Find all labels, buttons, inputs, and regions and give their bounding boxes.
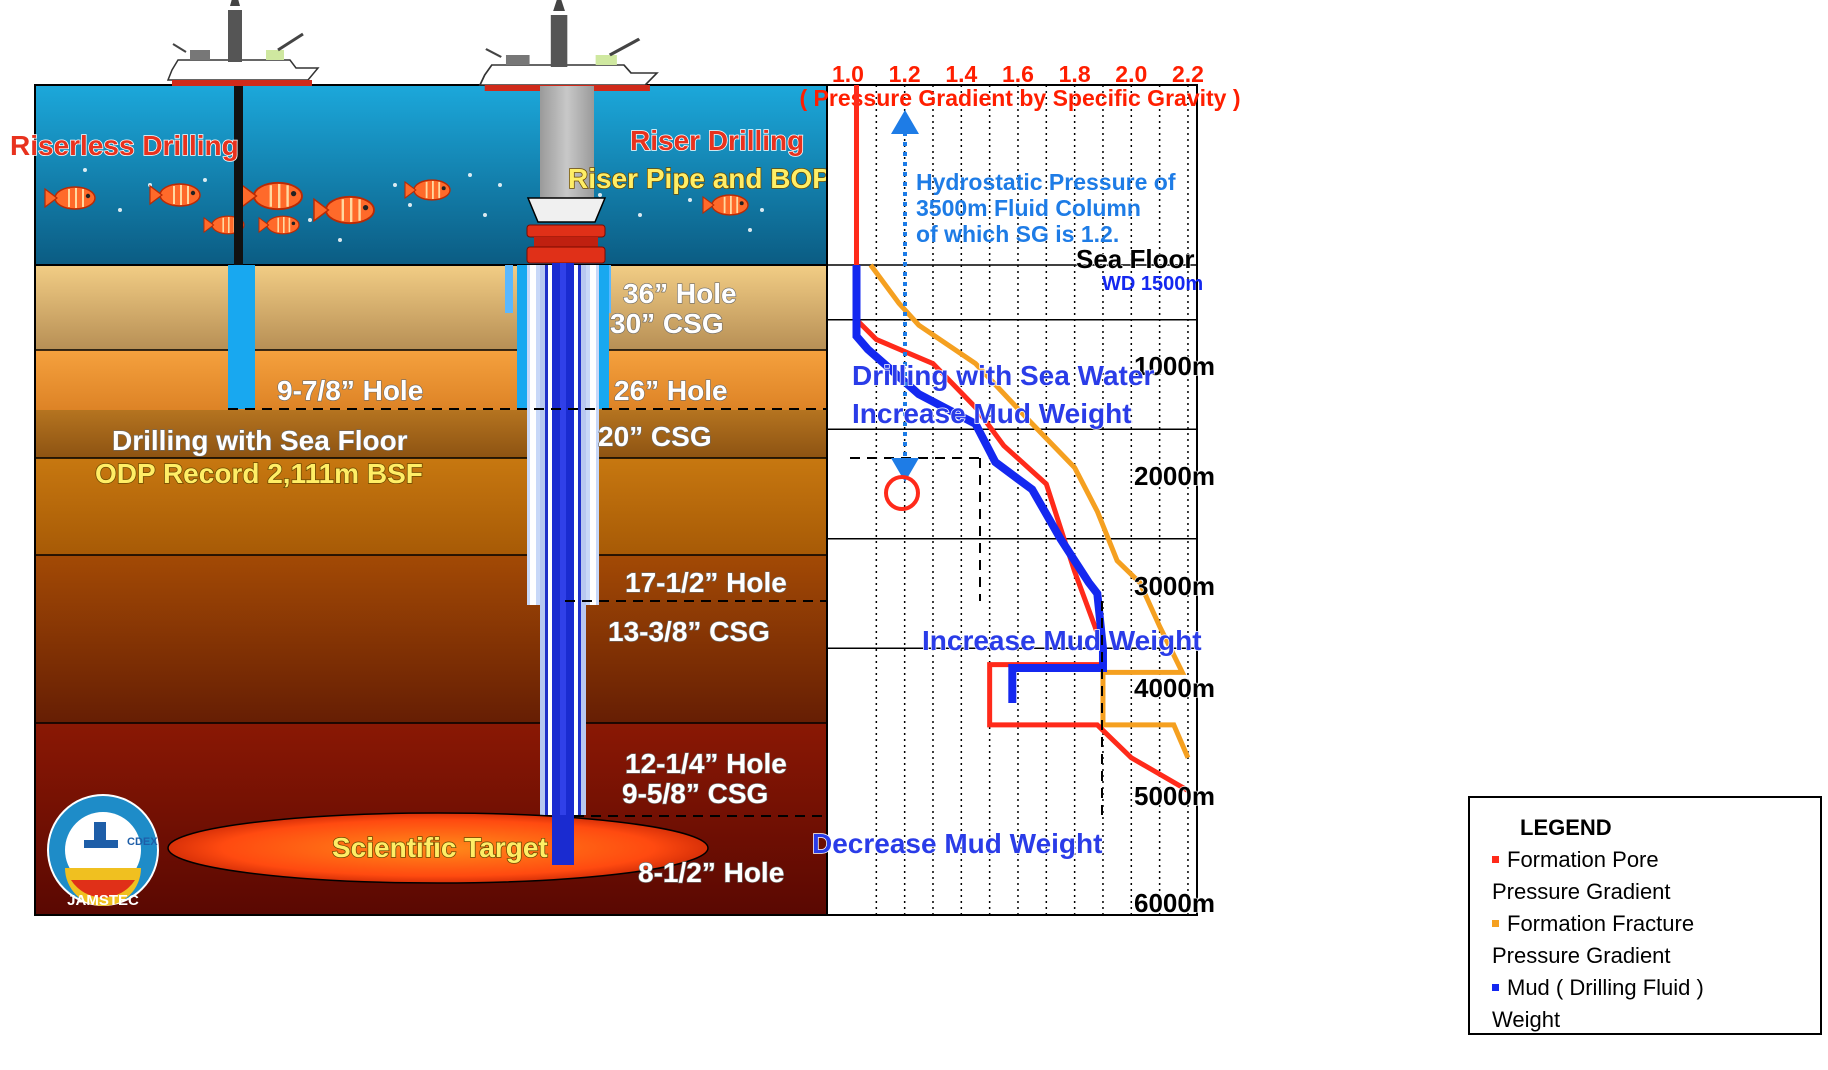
riser-ship-icon bbox=[478, 0, 659, 93]
legend-item-mud: Mud ( Drilling Fluid ) bbox=[1492, 972, 1808, 1004]
legend-mud-line1: Mud ( Drilling Fluid ) bbox=[1507, 975, 1704, 1000]
stratum-1 bbox=[35, 265, 827, 350]
scientific-target-label: Scientific Target bbox=[332, 832, 548, 863]
hole-9-7-8-label: 9-7/8” Hole bbox=[277, 375, 423, 406]
drilling-sea-floor-label: Drilling with Sea Floor bbox=[112, 425, 408, 456]
x-tick-label: 1.4 bbox=[945, 61, 977, 87]
odp-record-label: ODP Record 2,111m BSF bbox=[95, 458, 423, 489]
stratum-4 bbox=[35, 458, 827, 555]
cdex-label: CDEX bbox=[127, 836, 158, 848]
riser-pipe bbox=[540, 86, 594, 198]
jamstec-label: JAMSTEC bbox=[67, 892, 139, 909]
depth-4000-label: 4000m bbox=[1134, 673, 1215, 703]
x-tick-label: 2.2 bbox=[1172, 61, 1204, 87]
pressure-gradient-chart: 1.0 1.2 1.4 1.6 1.8 2.0 2.2 ( Pressure Gradien… bbox=[800, 61, 1241, 919]
hole-26-label: 26” Hole bbox=[614, 375, 728, 406]
x-tick-label: 1.8 bbox=[1059, 61, 1091, 87]
bop-flange bbox=[526, 197, 607, 223]
depth-5000-label: 5000m bbox=[1134, 781, 1215, 811]
depth-6000-label: 6000m bbox=[1134, 888, 1215, 918]
legend-swatch-fracture bbox=[1492, 919, 1499, 927]
csg-30-label: 30” CSG bbox=[610, 308, 724, 339]
riser-drilling-label: Riser Drilling bbox=[630, 125, 804, 156]
jamstec-logo: CDEX JAMSTEC bbox=[47, 794, 159, 909]
stratum-5 bbox=[35, 555, 827, 723]
csg-9-5-8-label: 9-5/8” CSG bbox=[622, 778, 768, 809]
legend-box: LEGEND Formation Pore Pressure Gradient … bbox=[1468, 796, 1822, 1035]
hydro-text-3: of which SG is 1.2. bbox=[916, 221, 1119, 247]
water-bubbles bbox=[83, 168, 764, 242]
legend-title: LEGEND bbox=[1520, 815, 1612, 840]
legend-swatch-mud bbox=[1492, 983, 1499, 991]
stratum-2 bbox=[35, 350, 827, 410]
target-circle-marker bbox=[884, 475, 920, 511]
pore-pressure-line bbox=[853, 265, 1190, 793]
increase-mud-label-1: Increase Mud Weight bbox=[852, 398, 1132, 429]
x-axis-caption: ( Pressure Gradient by Specific Gravity … bbox=[800, 85, 1241, 111]
csg-20-label: 20” CSG bbox=[598, 421, 712, 452]
riserless-ship-icon bbox=[166, 0, 320, 88]
riser-pipe-label: Riser Pipe and BOP bbox=[568, 163, 831, 194]
hydro-text-2: 3500m Fluid Column bbox=[916, 195, 1141, 221]
bop-stack bbox=[526, 224, 606, 238]
legend-item-fracture: Formation Fracture bbox=[1492, 908, 1808, 940]
riserless-drill-string bbox=[234, 86, 243, 266]
depth-1000-label: 1000m bbox=[1134, 351, 1215, 381]
csg-13-3-8-label: 13-3/8” CSG bbox=[608, 616, 770, 647]
legend-mud-line2: Weight bbox=[1492, 1007, 1561, 1032]
sea-layer bbox=[35, 85, 827, 265]
x-tick-label: 1.6 bbox=[1002, 61, 1034, 87]
sea-floor-label: Sea Floor bbox=[1076, 244, 1194, 274]
decrease-mud-label: Decrease Mud Weight bbox=[812, 828, 1102, 859]
riserless-drilling-label: Riserless Drilling bbox=[10, 130, 239, 161]
hole-17-1-2-label: 17-1/2” Hole bbox=[625, 567, 787, 598]
wd-label: WD 1500m bbox=[1102, 273, 1203, 295]
x-tick-label: 2.0 bbox=[1115, 61, 1147, 87]
legend-pore-line1: Formation Pore bbox=[1507, 847, 1659, 872]
increase-mud-label-2: Increase Mud Weight bbox=[922, 625, 1202, 656]
hole-12-1-4-label: 12-1/4” Hole bbox=[625, 748, 787, 779]
sea-water-label: Drilling with Sea Water bbox=[852, 360, 1154, 391]
stratum-3 bbox=[35, 410, 827, 458]
x-tick-label: 1.0 bbox=[832, 61, 864, 87]
well-casing bbox=[505, 263, 611, 865]
legend-item-pore: Formation Pore bbox=[1492, 844, 1808, 876]
hole-36-label: 36” Hole bbox=[623, 278, 737, 309]
riserless-hole bbox=[228, 265, 255, 409]
legend-fracture-line2: Pressure Gradient bbox=[1492, 943, 1671, 968]
mud-weight-line bbox=[852, 265, 1107, 703]
x-tick-label: 1.2 bbox=[889, 61, 921, 87]
hydro-text-1: Hydrostatic Pressure of bbox=[916, 169, 1176, 195]
depth-3000-label: 3000m bbox=[1134, 571, 1215, 601]
legend-swatch-pore bbox=[1492, 855, 1499, 863]
hole-8-1-2-label: 8-1/2” Hole bbox=[638, 857, 784, 888]
depth-2000-label: 2000m bbox=[1134, 461, 1215, 491]
legend-pore-line2: Pressure Gradient bbox=[1492, 879, 1671, 904]
legend-fracture-line1: Formation Fracture bbox=[1507, 911, 1695, 936]
